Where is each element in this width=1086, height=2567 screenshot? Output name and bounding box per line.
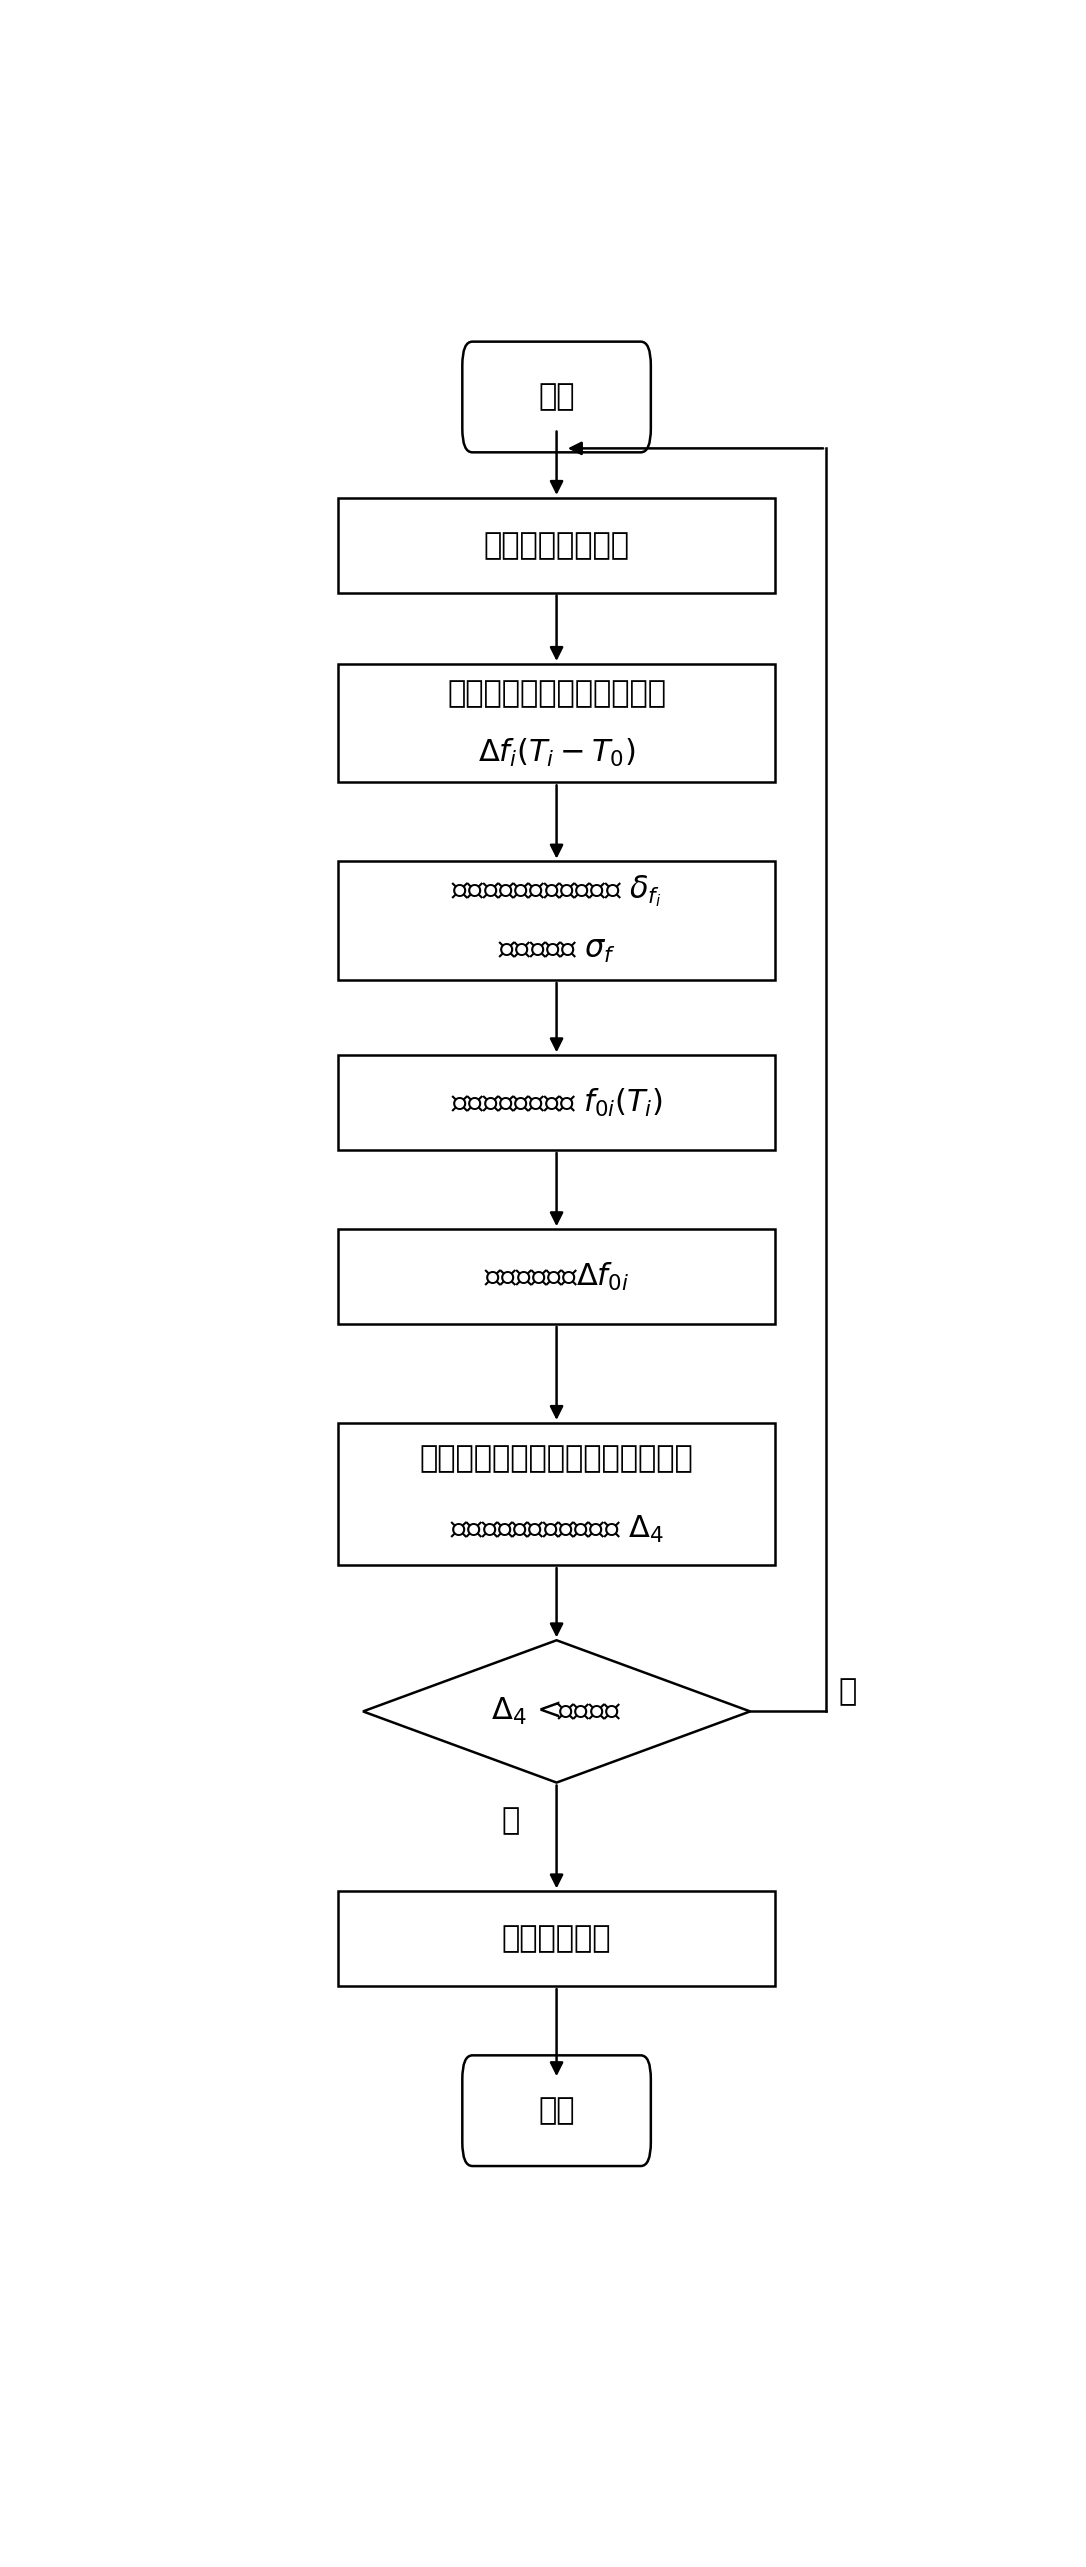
Text: 计算单位温度下频率变化 $\delta_{f_i}$: 计算单位温度下频率变化 $\delta_{f_i}$	[452, 873, 661, 909]
Text: 及均方根值 $\sigma_f$: 及均方根值 $\sigma_f$	[497, 937, 616, 965]
Text: 结束: 结束	[539, 2097, 574, 2125]
Text: 确定出由温度变化引起的石英振梁: 确定出由温度变化引起的石英振梁	[419, 1443, 694, 1473]
Text: 加速度计的最大测量误差 $\Delta_4$: 加速度计的最大测量误差 $\Delta_4$	[450, 1515, 664, 1545]
Text: 计算基频误差$\Delta f_{0i}$: 计算基频误差$\Delta f_{0i}$	[484, 1260, 629, 1294]
Text: $\Delta_4$ <目标精度: $\Delta_4$ <目标精度	[491, 1697, 622, 1728]
Bar	[338, 498, 775, 593]
Text: 温度误差补偿模型: 温度误差补偿模型	[483, 531, 630, 560]
FancyBboxPatch shape	[463, 341, 651, 452]
Bar	[338, 1422, 775, 1566]
Text: $\Delta f_i(T_i-T_0)$: $\Delta f_i(T_i-T_0)$	[478, 737, 635, 770]
Bar	[338, 1230, 775, 1325]
FancyBboxPatch shape	[463, 2056, 651, 2167]
Bar	[338, 1055, 775, 1150]
Text: 是: 是	[501, 1807, 519, 1835]
Text: 开始: 开始	[539, 382, 574, 411]
Polygon shape	[363, 1640, 750, 1781]
Bar	[338, 1892, 775, 1987]
Text: 计算任意温度下的频率变化: 计算任意温度下的频率变化	[447, 680, 666, 708]
Text: 计算补偿后的基频 $f_{0i}(T_i)$: 计算补偿后的基频 $f_{0i}(T_i)$	[451, 1086, 662, 1119]
Bar	[338, 665, 775, 783]
Text: 否: 否	[838, 1676, 857, 1707]
Bar	[338, 863, 775, 981]
Text: 频率补偿输出: 频率补偿输出	[502, 1925, 611, 1953]
